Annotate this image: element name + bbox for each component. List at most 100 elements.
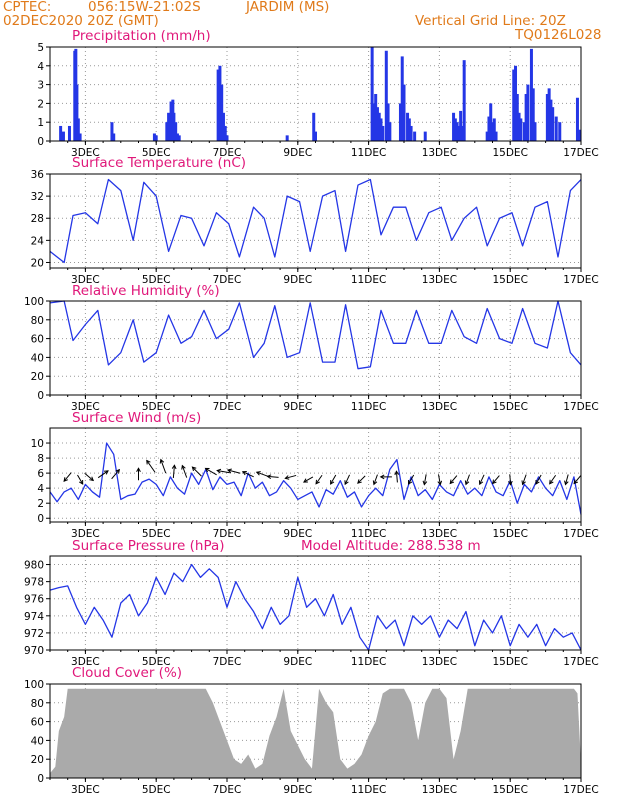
wind-arrow-head	[89, 476, 95, 482]
wind-ytick-label: 2	[37, 498, 44, 510]
precip-bar	[285, 135, 289, 141]
wind-arrow	[330, 474, 337, 485]
wind-arrow-head	[508, 480, 513, 486]
precip-bar	[515, 94, 519, 141]
wind-arrow	[509, 474, 512, 485]
wind-ytick-label: 10	[31, 438, 44, 450]
precip-bar	[460, 125, 464, 141]
wind-arrow-head	[266, 474, 272, 480]
precip-frame	[49, 46, 582, 142]
humidity-ytick-label: 0	[37, 390, 44, 402]
wind-arrow	[315, 474, 323, 485]
precip-bar	[452, 112, 456, 141]
precip-bar	[494, 131, 498, 141]
precip-bar	[152, 133, 156, 141]
precip-ytick-label: 5	[37, 42, 44, 54]
temperature-date-label: 9DEC	[283, 274, 312, 286]
precip-bar	[545, 94, 549, 141]
temperature-date-label: 17DEC	[563, 274, 598, 286]
precip-date-label: 3DEC	[71, 147, 100, 159]
wind-arrow	[97, 470, 109, 479]
wind-arrow	[449, 475, 458, 484]
wind-arrow-head	[535, 480, 540, 485]
precip-bar	[218, 65, 222, 141]
precip-bar	[526, 84, 530, 141]
precip-bar	[398, 103, 402, 141]
humidity-date-label: 17DEC	[563, 401, 598, 413]
cloud-date-label: 7DEC	[213, 784, 242, 796]
cloud-date-label: 17DEC	[563, 784, 598, 796]
precip-bar	[577, 129, 581, 141]
precip-bar	[154, 135, 158, 141]
pressure-date-label: 3DEC	[71, 656, 100, 668]
precip-bar	[379, 118, 383, 141]
wind-arrow	[227, 469, 241, 474]
wind-title: Surface Wind (m/s)	[72, 410, 202, 426]
pressure-date-label: 7DEC	[213, 656, 242, 668]
temperature-date-label: 15DEC	[492, 274, 527, 286]
precip-bar	[169, 101, 173, 141]
cloud-ytick-label: 60	[31, 717, 44, 729]
wind-arrow	[423, 474, 427, 485]
precip-bar	[223, 125, 227, 141]
cloud-ytick-label: 20	[31, 754, 44, 766]
pressure-ytick-label: 974	[24, 611, 44, 623]
precip-bar	[529, 48, 533, 141]
wind-arrow-head	[115, 468, 121, 474]
cloud-date-label: 13DEC	[422, 784, 457, 796]
precip-bar	[76, 118, 80, 141]
humidity-ytick-label: 60	[31, 334, 44, 346]
precip-bar	[172, 112, 176, 141]
precip-bar	[407, 118, 411, 141]
wind-arrow-head	[103, 470, 109, 475]
wind-arrow-head	[63, 477, 69, 482]
precip-bar	[514, 65, 518, 141]
precip-bar	[547, 88, 551, 141]
precip-bar	[59, 125, 63, 141]
wind-arrow	[242, 471, 254, 478]
wind-ytick-label: 4	[37, 483, 44, 495]
temperature-date-label: 7DEC	[213, 274, 242, 286]
wind-arrow-head	[394, 470, 400, 476]
wind-arrow	[465, 474, 470, 485]
wind-frame	[49, 427, 582, 523]
precip-bar	[67, 125, 71, 141]
precip-bar	[457, 125, 461, 141]
header-grid-note: Vertical Grid Line: 20Z	[415, 13, 566, 29]
wind-arrow	[181, 465, 188, 478]
wind-date-label: 11DEC	[351, 528, 386, 540]
wind-arrow	[285, 474, 297, 479]
wind-arrow-head	[407, 480, 413, 485]
humidity-ytick-label: 80	[31, 315, 44, 327]
precip-date-label: 5DEC	[142, 147, 171, 159]
wind-arrow	[77, 474, 84, 485]
pressure-date-label: 5DEC	[142, 656, 171, 668]
wind-arrow-head	[79, 480, 84, 485]
humidity-date-label: 5DEC	[142, 401, 171, 413]
cloud-ytick-label: 0	[37, 773, 44, 785]
cloud-ytick-label: 80	[31, 698, 44, 710]
wind-arrow-head	[204, 467, 210, 473]
model-altitude: Model Altitude: 288.538 m	[301, 538, 481, 554]
wind-arrow-head	[478, 480, 484, 486]
header-location: JARDIM (MS)	[246, 0, 330, 15]
precip-bar	[558, 122, 562, 141]
precip-bar	[175, 133, 179, 141]
wind-arrow	[522, 474, 527, 485]
wind-ytick-label: 6	[37, 468, 44, 480]
header-source: CPTEC:	[3, 0, 52, 15]
wind-ytick-label: 0	[37, 513, 44, 525]
precip-title: Precipitation (mm/h)	[72, 28, 211, 44]
pressure-line	[49, 563, 582, 651]
wind-arrow	[438, 474, 441, 485]
precip-bar	[524, 94, 528, 141]
wind-arrow	[573, 475, 582, 484]
precip-bar	[110, 122, 114, 141]
temperature-ytick-label: 32	[31, 191, 44, 203]
precip-bar	[455, 122, 459, 141]
precip-bar	[485, 131, 489, 141]
precip-bar	[381, 125, 385, 141]
precip-ytick-label: 3	[37, 80, 44, 92]
wind-arrow	[479, 474, 485, 485]
